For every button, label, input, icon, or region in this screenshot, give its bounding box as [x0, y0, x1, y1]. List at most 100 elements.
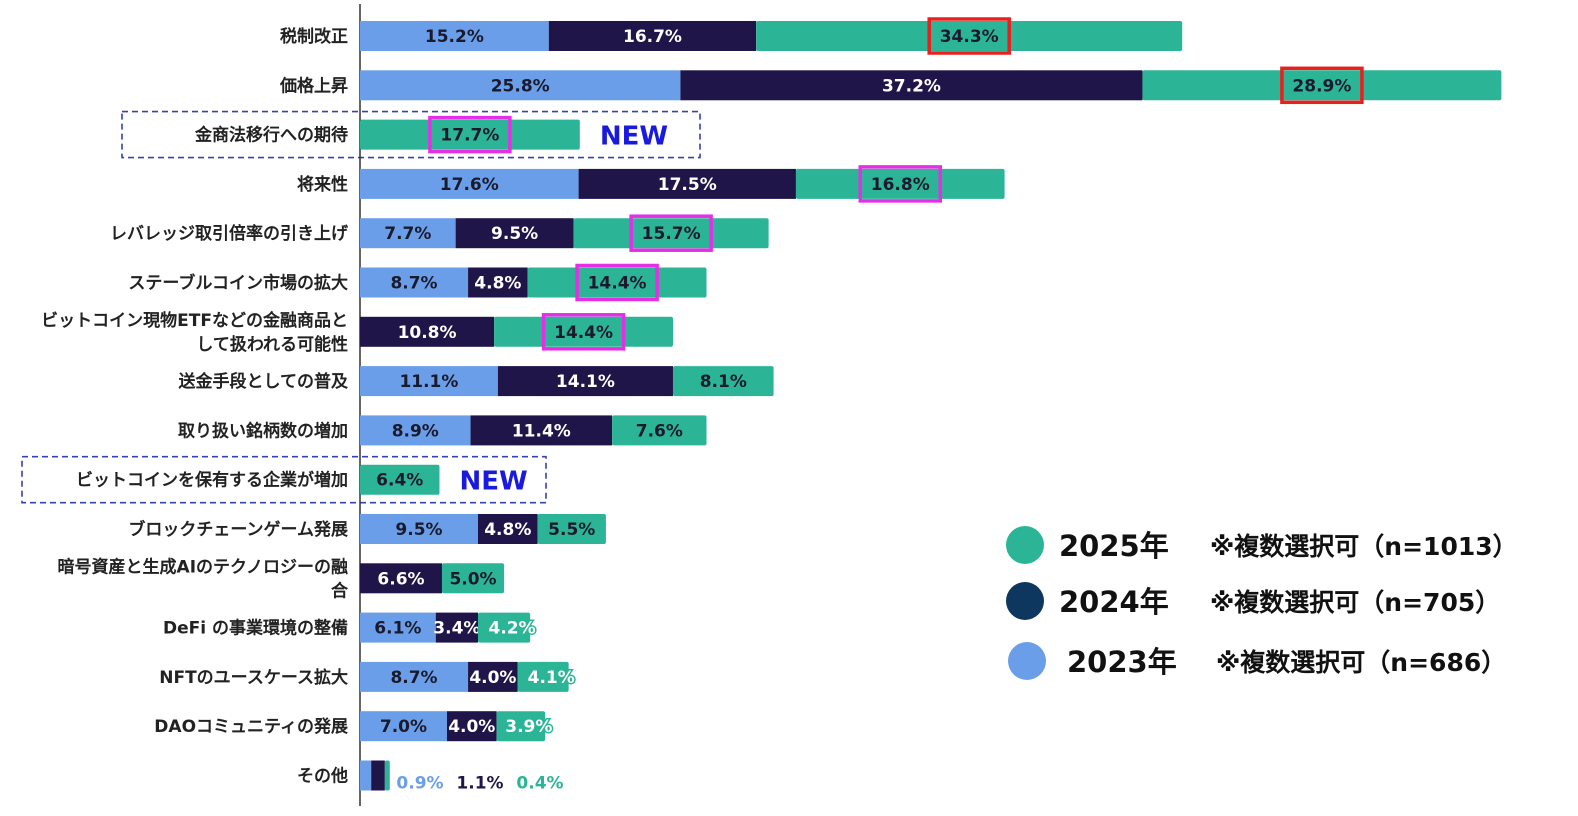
bar-segment-2024年 [360, 316, 495, 347]
bar-segment-2024年 [455, 218, 574, 249]
data-label: 7.7% [384, 224, 431, 244]
data-label: 7.0% [380, 717, 427, 737]
bar-segment-2024年 [468, 267, 528, 298]
bar-segment-2025年 [612, 415, 707, 446]
data-label: 15.2% [425, 27, 484, 47]
bar-segment-2024年 [470, 415, 613, 446]
category-label: ビットコイン現物ETFなどの金融商品と [41, 310, 348, 331]
bar-segment-2023年 [360, 711, 447, 742]
category-label: ブロックチェーンゲーム発展 [128, 519, 348, 540]
bar-segment-2025年 [756, 21, 1183, 51]
data-label: 17.6% [440, 175, 499, 195]
category-label: 税制改正 [280, 26, 348, 47]
legend-note: ※複数選択可（n=705） [1210, 588, 1500, 617]
data-label: 8.7% [390, 274, 437, 294]
bar-segment-2024年 [435, 612, 478, 643]
category-label: 価格上昇 [279, 75, 348, 96]
legend-note: ※複数選択可（n=1013） [1210, 532, 1518, 561]
category-label: 合 [331, 580, 349, 601]
data-label: 5.0% [449, 569, 496, 589]
category-label: ステーブルコイン市場の拡大 [128, 273, 348, 294]
data-label: 4.1% [528, 668, 575, 688]
category-label: 金商法移行への期待 [194, 125, 348, 146]
legend-marker-2023年 [1008, 642, 1046, 680]
data-label: 10.8% [398, 323, 457, 343]
data-label: 3.4% [433, 619, 480, 639]
bar-segment-2025年 [477, 612, 531, 643]
bar-segment-2023年 [360, 661, 469, 692]
data-label: 3.9% [505, 717, 552, 737]
bar-segment-2025年 [672, 366, 774, 397]
data-label: 17.7% [440, 126, 499, 146]
bar-segment-2025年 [384, 760, 390, 791]
data-label: 14.4% [588, 274, 647, 294]
category-label: 将来性 [297, 174, 348, 195]
highlight-box [428, 115, 512, 154]
data-label: 11.4% [512, 421, 571, 441]
bar-segment-2023年 [360, 760, 372, 791]
category-label: 取り扱い銘柄数の増加 [178, 420, 348, 441]
bar-segment-2023年 [360, 168, 579, 199]
legend-year: 2025年 [1059, 529, 1169, 563]
bar-segment-2024年 [578, 168, 796, 199]
bar-segment-2025年 [527, 267, 707, 298]
bar-segment-2024年 [497, 366, 673, 397]
data-label: 6.6% [377, 569, 424, 589]
new-item-dashed-box [21, 455, 547, 504]
legend-note: ※複数選択可（n=686） [1216, 648, 1506, 677]
category-label: して扱われる可能性 [196, 334, 348, 355]
data-label: 1.1% [456, 774, 503, 794]
bar-segment-2024年 [468, 661, 518, 692]
bar-segment-2025年 [573, 218, 769, 249]
bar-segment-2023年 [360, 366, 498, 397]
bar-segment-2023年 [360, 70, 681, 101]
bar-segment-2025年 [517, 661, 569, 692]
bar-segment-2023年 [360, 612, 436, 643]
data-label: 6.4% [376, 471, 423, 491]
bar-segment-2025年 [494, 316, 673, 347]
legend-year: 2024年 [1059, 585, 1169, 619]
legend-marker-2025年 [1006, 526, 1044, 564]
data-label: 14.4% [554, 323, 613, 343]
data-label: 25.8% [491, 76, 550, 96]
new-badge: NEW [459, 467, 527, 497]
highlight-box [1280, 66, 1364, 105]
data-label: 4.8% [484, 520, 531, 540]
data-label: 4.0% [448, 717, 495, 737]
bar-segment-2025年 [537, 514, 606, 544]
data-label: 0.9% [396, 774, 443, 794]
data-label: 37.2% [882, 76, 941, 96]
data-label: 14.1% [556, 372, 615, 392]
data-label: 28.9% [1292, 76, 1351, 96]
bar-segment-2025年 [441, 563, 505, 594]
bar-segment-2024年 [680, 70, 1143, 101]
data-label: 9.5% [491, 224, 538, 244]
bar-segment-2024年 [371, 760, 385, 791]
highlight-box [541, 313, 626, 351]
bar-segment-2023年 [360, 514, 478, 544]
category-label: その他 [297, 766, 348, 787]
data-label: 6.1% [374, 619, 421, 639]
bar-segment-2024年 [360, 563, 442, 594]
bar-segment-2023年 [360, 415, 471, 446]
data-label: 16.8% [871, 175, 930, 195]
data-label: 8.9% [392, 421, 439, 441]
highlight-box [858, 165, 943, 203]
legend-marker-2024年 [1006, 582, 1044, 620]
category-label: レバレッジ取引倍率の引き上げ [110, 223, 349, 244]
data-label: 34.3% [940, 27, 999, 47]
category-label: 送金手段としての普及 [179, 371, 349, 392]
data-label: 16.7% [623, 27, 682, 47]
bar-segment-2025年 [795, 168, 1005, 199]
data-label: 4.0% [469, 668, 516, 688]
category-label: NFTのユースケース拡大 [159, 667, 348, 688]
data-label: 8.1% [700, 372, 747, 392]
highlight-box [575, 263, 659, 302]
new-badge: NEW [600, 122, 668, 152]
data-label: 9.5% [395, 520, 442, 540]
data-label: 5.5% [548, 520, 595, 540]
highlight-box [927, 17, 1011, 55]
new-item-dashed-box [121, 110, 701, 159]
bar-segment-2023年 [360, 267, 469, 298]
